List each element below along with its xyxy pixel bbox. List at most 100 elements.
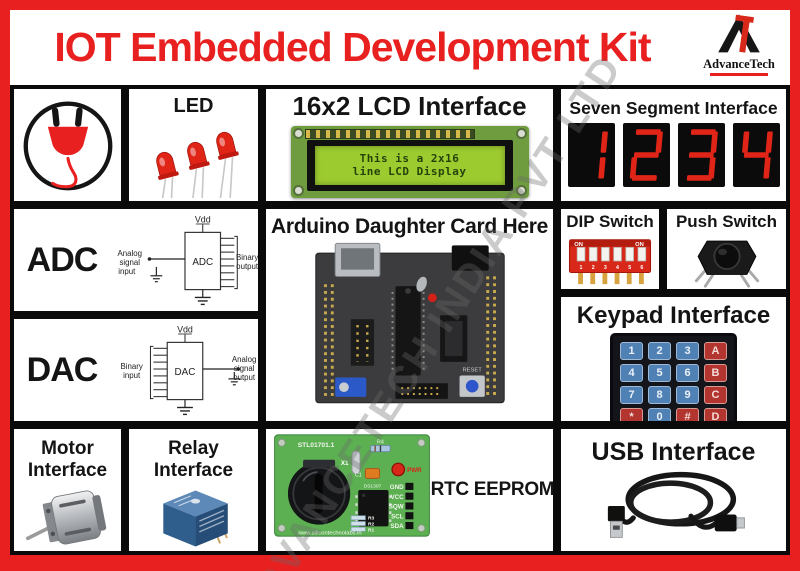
push-switch-cell: Push Switch: [667, 209, 786, 289]
rtc-silk-label: STL01701.1: [298, 442, 335, 449]
adc-input-label: signal: [119, 258, 140, 267]
keypad-key-C: C: [704, 385, 727, 404]
dac-output-label: signal: [234, 364, 255, 373]
push-switch-icon: [694, 240, 759, 288]
dac-box-label: DAC: [175, 367, 196, 378]
keypad-key-6: 6: [676, 363, 699, 382]
lcd-mount-hole: [515, 184, 527, 196]
seven-segment-digit-1: [567, 123, 615, 188]
dip-switch-icon: ON ON 1 2 3 4 5 6: [568, 238, 652, 284]
rtc-resistor-label: R3: [368, 516, 375, 522]
keypad-key-A: A: [704, 341, 727, 360]
push-switch-label: Push Switch: [675, 212, 778, 231]
dip-number: 4: [616, 265, 619, 271]
keypad-key-*: *: [620, 407, 643, 421]
adc-input-label: input: [118, 267, 136, 276]
rtc-ic-label: DS1307: [364, 483, 382, 489]
keypad-key-0: 0: [648, 407, 671, 421]
seven-segment-digit-2: [622, 123, 670, 188]
usb-label: USB Interface: [591, 438, 756, 466]
adc-box-label: ADC: [192, 257, 213, 268]
lcd-label: 16x2 LCD Interface: [292, 91, 527, 121]
keypad-key-B: B: [704, 363, 727, 382]
rtc-c1-label: C1: [355, 473, 362, 479]
rtc-r4-label: R4: [377, 440, 384, 446]
adc-input-label: Analog: [117, 249, 142, 258]
keypad-key-3: 3: [676, 341, 699, 360]
dac-output-label: Analog: [232, 355, 257, 364]
motor-icon: [25, 490, 106, 545]
rtc-pin-label: VCC: [390, 494, 404, 501]
logo-tagline: [710, 72, 768, 76]
seven-segment-label: Seven Segment Interface: [569, 98, 778, 118]
lcd-module: This is a 2x16 line LCD Display: [290, 125, 529, 198]
keypad-key-8: 8: [648, 385, 671, 404]
power-plug-icon: [23, 101, 112, 191]
rtc-pwr-label: PWR: [407, 467, 422, 474]
dip-switch-cell: DIP Switch ON ON 1 2: [561, 209, 659, 289]
rtc-crystal-label: X1: [341, 460, 349, 467]
lcd-screen: This is a 2x16 line LCD Display: [314, 145, 505, 185]
keypad-key-4: 4: [620, 363, 643, 382]
logo-name: AdvanceTech: [703, 57, 775, 71]
dip-number: 1: [580, 265, 583, 271]
rtc-resistor-label: R2: [368, 522, 375, 528]
usb-cable-icon: [607, 471, 745, 538]
keypad-matrix: 1 2 3 A 4 5 6 B 7 8 9 C * 0 # D: [610, 332, 737, 421]
dac-input-label: Binary: [121, 362, 143, 371]
dac-output-label: output: [233, 373, 256, 382]
led-cell: LED: [129, 89, 258, 201]
rtc-cell: STL01701.1 X1 R4 C1 DS1307 PWR: [266, 429, 553, 551]
dip-number: 5: [628, 265, 631, 271]
adc-output-label: Binary: [236, 253, 258, 262]
lcd-mount-hole: [292, 127, 304, 139]
dip-number: 2: [592, 265, 595, 271]
title-bar: IOT Embedded Development Kit AdvanceTech: [10, 10, 790, 85]
rtc-url-label: www.silicontechnolabs.in: [297, 530, 362, 536]
seven-segment-digit-4: [732, 123, 780, 188]
keypad-key-1: 1: [620, 341, 643, 360]
relay-label-line1: Relay: [168, 438, 219, 459]
lcd-mount-hole: [515, 127, 527, 139]
motor-label: Motor Interface: [14, 438, 121, 482]
keypad-key-9: 9: [676, 385, 699, 404]
rtc-pin-label: SCL: [391, 513, 404, 520]
adc-output-label: output: [236, 262, 258, 271]
lcd-mount-hole: [292, 184, 304, 196]
keypad-key-#: #: [676, 407, 699, 421]
power-plug-cell: [14, 89, 121, 201]
arduino-cell: Arduino Daughter Card Here: [266, 209, 553, 421]
dac-cell: DAC Vdd DAC Binary input Analog: [14, 319, 258, 421]
relay-icon: [162, 490, 228, 547]
dip-number: 6: [640, 265, 643, 271]
led-icon: [155, 131, 239, 198]
relay-cell: Relay Interface: [129, 429, 258, 551]
rtc-pin-label: GND: [390, 484, 404, 491]
dip-number: 3: [604, 265, 607, 271]
led-label: LED: [173, 95, 214, 117]
rtc-pin-label: SDA: [390, 523, 404, 530]
keypad-key-5: 5: [648, 363, 671, 382]
motor-label-line1: Motor: [41, 438, 94, 459]
keypad-cell: Keypad Interface 1 2 3 A 4 5 6 B 7 8 9 C * 0 # D: [561, 297, 786, 421]
advancetech-logo: AdvanceTech: [693, 12, 785, 76]
adc-cell: ADC Vdd ADC Analog signal input: [14, 209, 258, 311]
dip-switch-label: DIP Switch: [566, 212, 654, 231]
arduino-reset-label: RESET: [462, 368, 482, 374]
keypad-key-7: 7: [620, 385, 643, 404]
usb-cell: USB Interface: [561, 429, 786, 551]
seven-segment-cell: Seven Segment Interface: [561, 89, 786, 201]
dac-input-label: input: [123, 371, 141, 380]
keypad-key-D: D: [704, 407, 727, 421]
lcd-cell: 16x2 LCD Interface This is a 2x16 line L…: [266, 89, 553, 201]
adc-diagram: Vdd ADC Analog signal input: [117, 215, 258, 306]
relay-label-line2: Interface: [153, 459, 234, 481]
keypad-label: Keypad Interface: [576, 302, 771, 329]
keypad-key-2: 2: [648, 341, 671, 360]
dip-on-label: ON: [635, 242, 644, 248]
kit-grid: LED: [10, 85, 790, 555]
motor-cell: Motor Interface: [14, 429, 121, 551]
dac-vdd-label: Vdd: [177, 325, 193, 335]
arduino-board-photo: RESET: [314, 243, 505, 404]
